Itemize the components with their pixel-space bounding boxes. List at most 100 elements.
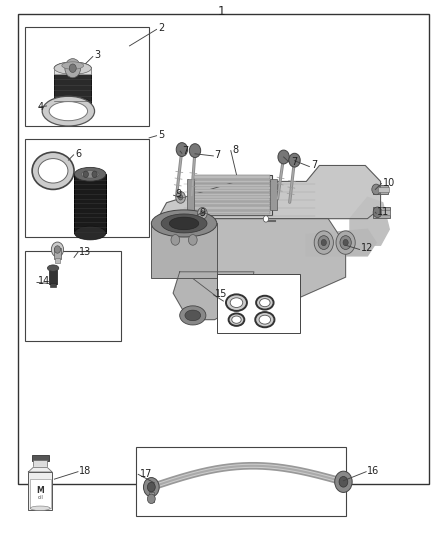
Ellipse shape [32,152,74,189]
Circle shape [178,195,183,200]
Circle shape [278,150,289,164]
Bar [217,274,300,333]
Text: oil: oil [37,495,43,500]
Text: 18: 18 [79,466,92,476]
Circle shape [148,494,155,504]
Circle shape [373,207,382,217]
Circle shape [336,231,355,254]
Circle shape [289,154,300,167]
Ellipse shape [51,242,64,257]
Ellipse shape [54,62,91,74]
Text: 8: 8 [232,144,238,155]
Ellipse shape [81,171,99,178]
Circle shape [189,144,201,158]
Bar [151,223,217,278]
Text: 6: 6 [75,149,81,159]
Circle shape [314,231,333,254]
Circle shape [69,64,76,72]
Text: 5: 5 [158,130,164,140]
Text: 14: 14 [38,277,50,286]
Circle shape [176,191,185,203]
Circle shape [148,482,155,492]
Polygon shape [350,197,389,245]
Bar [149,492,154,502]
Circle shape [176,143,187,157]
Bar [187,179,194,211]
Text: 7: 7 [182,146,188,156]
Circle shape [188,235,197,245]
Circle shape [54,246,60,253]
Ellipse shape [229,313,244,326]
Ellipse shape [74,167,106,181]
Ellipse shape [49,102,88,120]
Ellipse shape [230,298,243,308]
Circle shape [335,471,352,492]
Bar [192,175,272,215]
Bar [373,184,380,194]
Ellipse shape [255,312,275,327]
Text: 16: 16 [367,466,380,476]
Bar [25,251,121,341]
Bar [373,184,389,194]
Ellipse shape [226,294,247,311]
Text: 2: 2 [158,23,164,34]
Bar [50,283,56,287]
Text: 7: 7 [311,160,317,171]
Circle shape [340,236,351,249]
Ellipse shape [42,96,95,126]
Bar [194,193,270,196]
Polygon shape [173,272,254,320]
Bar [54,248,61,259]
Text: 15: 15 [215,289,227,299]
Text: 7: 7 [291,157,297,167]
Text: 3: 3 [95,51,101,60]
Bar [55,258,60,263]
Ellipse shape [232,316,241,324]
Circle shape [92,171,97,177]
Ellipse shape [170,217,199,230]
Text: 9: 9 [175,189,181,199]
Circle shape [318,236,329,249]
Ellipse shape [256,296,274,310]
Circle shape [200,211,205,216]
Polygon shape [28,467,52,472]
Bar [25,27,149,126]
Text: M: M [36,487,44,496]
Bar [378,187,389,192]
Circle shape [65,59,81,78]
Circle shape [339,477,348,487]
Circle shape [196,216,201,222]
Ellipse shape [180,306,206,325]
Bar [194,206,270,209]
Text: 13: 13 [79,247,92,256]
Bar [194,189,270,192]
Ellipse shape [54,98,91,110]
Text: 4: 4 [38,102,44,112]
Bar [74,174,106,233]
Ellipse shape [47,265,59,271]
Bar [373,207,390,217]
Circle shape [263,216,268,222]
Bar [194,175,270,179]
Text: 1: 1 [217,5,225,18]
Bar [28,472,52,510]
Ellipse shape [54,62,91,74]
Ellipse shape [185,310,201,321]
Bar [194,184,270,188]
Text: 7: 7 [215,150,221,160]
Circle shape [171,235,180,245]
Bar [194,180,270,183]
Circle shape [198,207,207,219]
Ellipse shape [62,62,84,69]
Bar [54,68,91,103]
Ellipse shape [260,298,270,306]
Text: 11: 11 [377,207,389,217]
Circle shape [144,478,159,497]
Bar [194,198,270,201]
Ellipse shape [30,506,50,511]
Bar [25,139,149,237]
Bar [49,268,57,284]
Polygon shape [158,165,381,219]
Ellipse shape [38,159,68,183]
Ellipse shape [161,214,207,233]
